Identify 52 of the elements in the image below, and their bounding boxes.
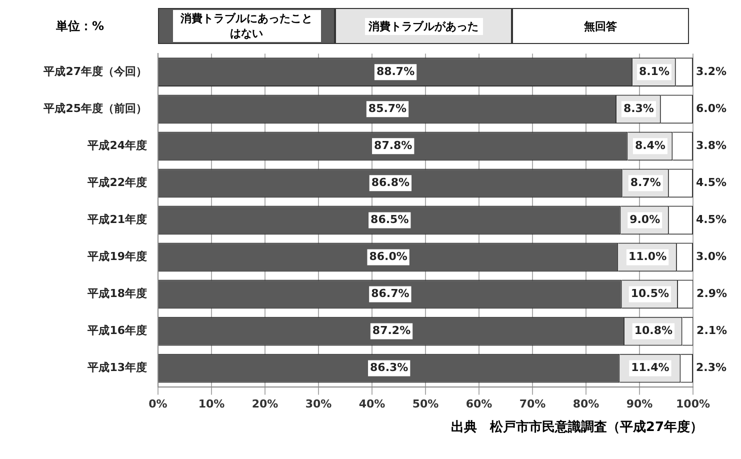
data-label: 3.2% (696, 64, 727, 78)
x-tick-label: 50% (412, 397, 439, 410)
data-label: 86.5% (370, 213, 409, 226)
data-label: 86.8% (371, 176, 410, 190)
x-tick-label: 70% (519, 397, 546, 410)
text: 無回答 (580, 18, 621, 34)
y-tick-label: 平成19年度 (86, 250, 147, 264)
y-tick-label: 平成21年度 (86, 213, 147, 226)
source-note: 出典 松戸市市民意識調査（平成27年度） (450, 418, 704, 436)
y-tick-label: 平成18年度 (86, 287, 147, 300)
x-tick-label: 0% (148, 397, 168, 410)
y-tick-label: 平成24年度 (86, 139, 147, 152)
data-label: 8.4% (634, 139, 666, 152)
data-label: 2.1% (696, 324, 728, 338)
y-tick-label: 平成13年度 (86, 361, 147, 374)
x-tick-label: 80% (572, 397, 600, 410)
y-tick-label: 平成16年度 (86, 324, 147, 338)
data-label: 8.1% (638, 64, 670, 78)
y-tick-label: 平成25年度（前回） (42, 102, 147, 115)
data-label: 8.7% (630, 176, 661, 190)
data-label: 88.7% (376, 64, 415, 78)
data-label: 86.7% (371, 287, 410, 300)
y-tick-label: 平成27年度（今回） (42, 64, 147, 78)
data-label: 86.0% (369, 250, 408, 264)
data-label: 11.0% (628, 250, 667, 264)
data-label: 10.8% (634, 324, 672, 338)
data-label: 3.0% (696, 250, 727, 264)
x-tick-label: 60% (466, 397, 492, 410)
x-tick-label: 100% (676, 397, 710, 410)
x-tick-label: 90% (626, 397, 653, 410)
data-label: 2.3% (696, 361, 727, 374)
text: 消費トラブルがあった (364, 18, 482, 34)
data-label: 9.0% (630, 213, 660, 226)
data-label: 87.8% (374, 139, 412, 152)
data-label: 4.5% (696, 176, 727, 190)
data-label: 11.4% (631, 361, 670, 374)
data-label: 3.8% (696, 139, 727, 152)
data-label: 85.7% (368, 102, 407, 115)
y-tick-label: 平成22年度 (86, 176, 147, 190)
data-label: 10.5% (630, 287, 670, 300)
data-label: 4.5% (696, 213, 727, 226)
x-tick-label: 30% (305, 397, 332, 410)
x-tick-label: 40% (358, 397, 386, 410)
text: 単位：% (54, 18, 106, 34)
data-label: 8.3% (623, 102, 654, 115)
x-tick-label: 20% (252, 397, 278, 410)
series-label: 消費トラブルにあったことはない (172, 10, 320, 42)
data-label: 86.3% (370, 361, 408, 374)
x-tick-label: 10% (198, 397, 225, 410)
data-label: 87.2% (372, 324, 411, 338)
data-label: 2.9% (696, 287, 728, 300)
data-label: 6.0% (696, 102, 727, 115)
